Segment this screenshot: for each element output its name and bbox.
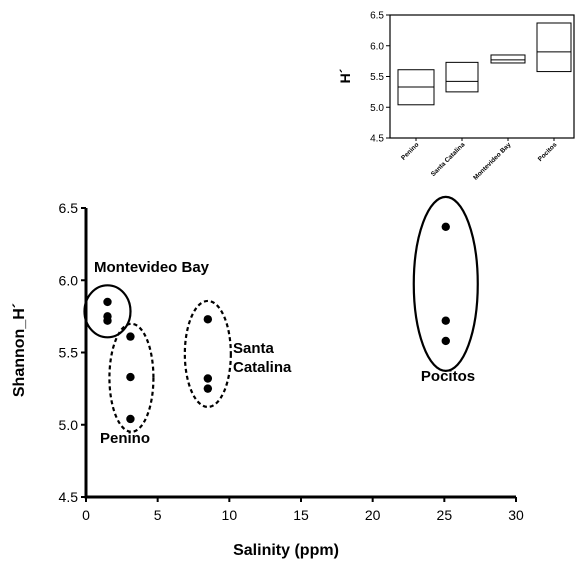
penino-point bbox=[126, 414, 135, 424]
group-enclosures bbox=[83, 195, 479, 433]
main-x-tick-label: 10 bbox=[222, 507, 238, 523]
main-y-tick-label: 6.0 bbox=[59, 272, 79, 288]
pocitos-point bbox=[441, 336, 450, 346]
main-x-tick-label: 30 bbox=[508, 507, 524, 523]
inset-y-tick-label: 5.0 bbox=[370, 103, 384, 114]
santa-catalina-label: Santa bbox=[233, 340, 275, 357]
main-x-axis-label: Salinity (ppm) bbox=[233, 542, 339, 559]
main-x-ticks: 0 5 10 15 20 25 30 bbox=[82, 497, 524, 523]
main-x-tick-label: 20 bbox=[365, 507, 381, 523]
penino-category-label: Penino bbox=[400, 141, 420, 161]
main-points bbox=[103, 222, 450, 424]
inset-y-ticks: 4.5 5.0 5.5 6.0 6.5 bbox=[370, 11, 390, 145]
inset-y-axis-label: H´ bbox=[337, 68, 353, 83]
penino-enclosure bbox=[108, 322, 155, 433]
santa-catalina-label: Catalina bbox=[233, 359, 292, 376]
montevideo-bay-label: Montevideo Bay bbox=[94, 259, 210, 276]
inset-plot-frame bbox=[389, 14, 575, 139]
main-x-tick-label: 15 bbox=[293, 507, 309, 523]
pocitos-enclosure bbox=[412, 195, 479, 372]
main-y-axis-label: Shannon_H´ bbox=[11, 303, 28, 397]
main-y-tick-label: 6.5 bbox=[59, 200, 79, 216]
inset-y-tick-label: 4.5 bbox=[370, 134, 384, 145]
penino-label: Penino bbox=[100, 430, 150, 447]
inset-category-labels: Penino Santa Catalina Montevideo Bay Pocito… bbox=[400, 138, 559, 182]
montevideo-bay-point bbox=[103, 316, 112, 325]
santa-catalina-point bbox=[203, 315, 213, 324]
main-scatter-chart: 4.5 5.0 5.5 6.0 6.5 0 5 10 15 20 25 30 Montevideo … bbox=[11, 195, 524, 559]
pocitos-point bbox=[441, 316, 450, 325]
montevideo-bay-enclosure bbox=[83, 284, 132, 339]
inset-y-tick-label: 5.5 bbox=[370, 72, 384, 83]
pocitos-label: Pocitos bbox=[421, 368, 475, 385]
group-labels: Montevideo Bay Penino Santa Catalina Pocitos bbox=[94, 259, 475, 447]
santa-catalina-point bbox=[203, 374, 213, 383]
montevideo-bay-category-label: Montevideo Bay bbox=[472, 141, 512, 181]
santa-catalina-point bbox=[203, 384, 213, 393]
pocitos-point bbox=[441, 222, 450, 231]
santa-catalina-enclosure bbox=[183, 299, 232, 409]
penino-point bbox=[126, 332, 135, 341]
pocitos-box bbox=[536, 22, 572, 73]
montevideo-bay-box bbox=[490, 54, 526, 64]
main-y-tick-label: 5.0 bbox=[59, 417, 79, 433]
penino-point bbox=[126, 372, 135, 382]
santa-catalina-box bbox=[445, 61, 479, 93]
montevideo-bay-point bbox=[103, 297, 112, 307]
main-y-ticks: 4.5 5.0 5.5 6.0 6.5 bbox=[59, 200, 86, 505]
main-x-tick-label: 0 bbox=[82, 507, 90, 523]
main-x-tick-label: 25 bbox=[437, 507, 453, 523]
santa-catalina-category-label: Santa Catalina bbox=[430, 141, 467, 178]
inset-y-tick-label: 6.0 bbox=[370, 41, 384, 52]
pocitos-category-label: Pocitos bbox=[537, 141, 559, 163]
inset-y-tick-label: 6.5 bbox=[370, 11, 384, 22]
main-y-tick-label: 5.5 bbox=[59, 345, 79, 361]
main-y-tick-label: 4.5 bbox=[59, 489, 79, 505]
inset-boxes bbox=[397, 22, 572, 106]
main-x-tick-label: 5 bbox=[154, 507, 162, 523]
inset-box-plot: 4.5 5.0 5.5 6.0 6.5 Penino Santa Catalina Mont… bbox=[337, 11, 575, 182]
